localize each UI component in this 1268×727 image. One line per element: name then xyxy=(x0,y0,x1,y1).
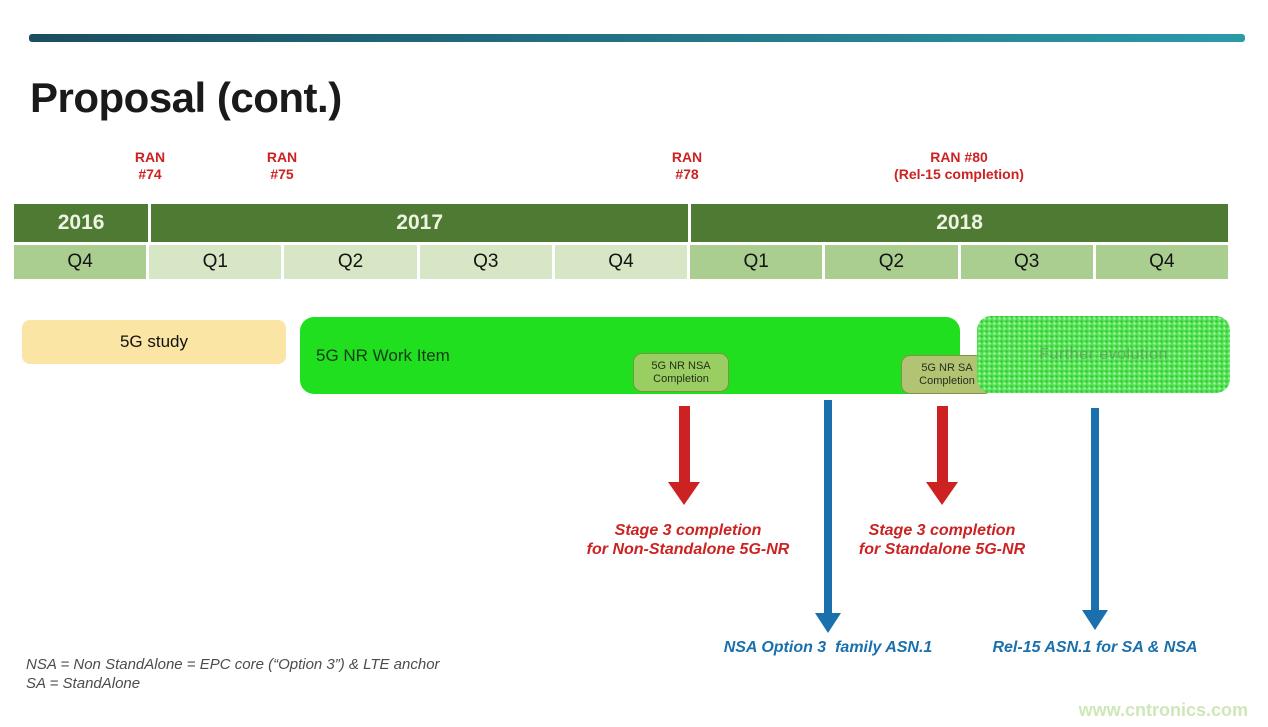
quarter-cell-2018-q2: Q2 xyxy=(825,245,958,279)
gantt-bar-label: 5G study xyxy=(119,332,189,351)
milestone-box-line2: Completion xyxy=(653,372,709,385)
quarter-cell-2018-q1: Q1 xyxy=(690,245,823,279)
annotation-line1: Stage 3 completion xyxy=(868,522,1016,539)
quarter-header-row: Q4 Q1 Q2 Q3 Q4 Q1 Q2 Q3 Q4 xyxy=(14,245,1228,279)
page-title: Proposal (cont.) xyxy=(30,74,342,121)
year-cell-2017: 2017 xyxy=(151,204,689,242)
blue-down-arrow-icon xyxy=(1082,408,1108,630)
ran-milestone-line2: #74 xyxy=(138,166,162,182)
slide-accent-rule xyxy=(29,34,1245,42)
ran-milestone-line2: #75 xyxy=(270,166,294,182)
milestone-box-line1: 5G NR NSA xyxy=(651,359,711,372)
watermark-text: www.cntronics.com xyxy=(1078,700,1248,720)
arrow-head xyxy=(815,613,841,633)
arrow-shaft xyxy=(678,406,690,482)
annotation-nsa-asn1: NSA Option 3 family ASN.1 xyxy=(723,639,933,656)
quarter-cell-2017-q3: Q3 xyxy=(419,245,552,279)
quarter-cell-2018-q3: Q3 xyxy=(960,245,1093,279)
year-cell-2016: 2016 xyxy=(14,204,149,242)
quarter-cell-2017-q4: Q4 xyxy=(554,245,688,279)
milestone-box-line2: Completion xyxy=(919,374,975,387)
ran-milestone-78: RAN #78 xyxy=(672,149,702,183)
arrow-head xyxy=(1082,610,1108,630)
gantt-bar-label: 5G NR Work Item xyxy=(316,345,450,365)
red-down-arrow-icon xyxy=(668,406,700,505)
quarter-cell-2018-q4: Q4 xyxy=(1095,245,1228,279)
footnote-block: NSA = Non StandAlone = EPC core (“Option… xyxy=(26,655,440,693)
annotation-stage3-nsa: Stage 3 completion for Non-Standalone 5G… xyxy=(587,521,790,559)
footnote-sa-definition: SA = StandAlone xyxy=(26,675,141,692)
ran-milestone-line1: RAN xyxy=(671,149,703,165)
red-down-arrow-icon xyxy=(926,406,958,505)
year-header-row: 2016 2017 2018 xyxy=(14,204,1228,242)
annotation-line2: for Standalone 5G-NR xyxy=(858,541,1026,558)
ran-milestone-line1: RAN #80 xyxy=(930,149,988,165)
gantt-bar-5g-study: 5G study xyxy=(22,320,286,364)
quarter-cell-2017-q2: Q2 xyxy=(284,245,417,279)
ran-milestone-line2: #78 xyxy=(675,166,699,182)
arrow-shaft xyxy=(936,406,948,482)
quarter-cell-2016-q4: Q4 xyxy=(14,245,147,279)
blue-down-arrow-icon xyxy=(815,400,841,633)
milestone-box-line1: 5G NR SA xyxy=(921,361,973,374)
gantt-bar-5g-nr-work-item: 5G NR Work Item xyxy=(300,317,960,394)
annotation-rel15-asn1: Rel-15 ASN.1 for SA & NSA xyxy=(992,639,1198,656)
gantt-bar-further-evolution: Further evolution xyxy=(977,316,1230,393)
arrow-shaft xyxy=(824,400,832,613)
ran-milestone-line2: (Rel-15 completion) xyxy=(894,166,1024,182)
gantt-bar-label: Further evolution xyxy=(1039,345,1168,363)
ran-milestone-line1: RAN xyxy=(266,149,298,165)
ran-milestone-75: RAN #75 xyxy=(267,149,297,183)
year-cell-2018: 2018 xyxy=(691,204,1228,242)
annotation-line2: for Non-Standalone 5G-NR xyxy=(586,541,790,558)
ran-milestone-80: RAN #80 (Rel-15 completion) xyxy=(894,149,1024,183)
arrow-head xyxy=(668,482,700,505)
ran-milestone-74: RAN #74 xyxy=(135,149,165,183)
footnote-nsa-definition: NSA = Non StandAlone = EPC core (“Option… xyxy=(26,656,440,673)
annotation-stage3-sa: Stage 3 completion for Standalone 5G-NR xyxy=(859,521,1025,559)
arrow-head xyxy=(926,482,958,505)
annotation-line1: Stage 3 completion xyxy=(614,522,762,539)
quarter-cell-2017-q1: Q1 xyxy=(149,245,282,279)
timeline-table: 2016 2017 2018 Q4 Q1 Q2 Q3 Q4 Q1 Q2 Q3 Q… xyxy=(14,204,1228,279)
milestone-box-nsa-completion: 5G NR NSA Completion xyxy=(633,353,729,392)
arrow-shaft xyxy=(1091,408,1099,610)
ran-milestone-line1: RAN xyxy=(134,149,166,165)
